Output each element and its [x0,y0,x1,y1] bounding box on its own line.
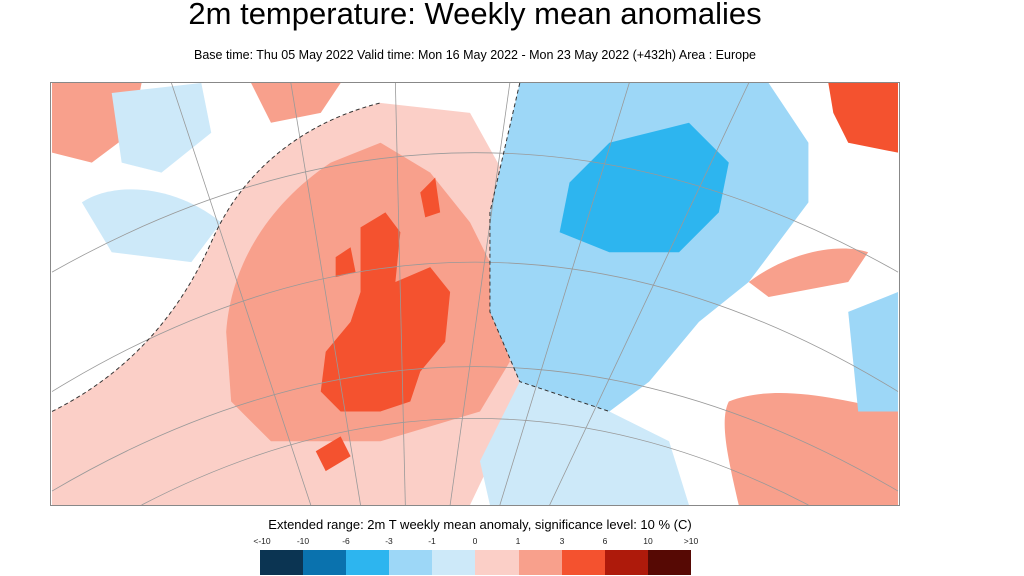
legend-tick: -10 [296,536,310,546]
significance-contours [51,83,610,412]
anomaly-map [50,82,900,506]
legend-tick: >10 [683,536,699,546]
legend-swatch [432,550,476,575]
legend-swatch [561,550,605,575]
legend-swatch [260,550,304,575]
legend-swatch [346,550,390,575]
page-title: 2m temperature: Weekly mean anomalies [188,0,762,31]
anomaly-region-strong-cool [559,122,729,253]
legend-colorbar [260,550,691,575]
legend-tick: -3 [385,536,393,546]
legend-swatch [303,550,347,575]
legend-tick: 10 [643,536,653,546]
legend-swatch [518,550,562,575]
legend-ticks: <-10 -10 -6 -3 -1 0 1 3 6 10 >10 [0,536,1024,548]
legend-tick: <-10 [253,536,271,546]
legend-title: Extended range: 2m T weekly mean anomaly… [268,517,692,532]
legend-swatch [389,550,433,575]
anomaly-region-strong-warm [320,212,451,412]
legend-tick: -1 [428,536,436,546]
legend-swatch [647,550,691,575]
map-subtitle: Base time: Thu 05 May 2022 Valid time: M… [193,48,756,62]
legend-tick: 3 [559,536,565,546]
legend-tick: 6 [602,536,608,546]
legend-tick: -6 [342,536,350,546]
legend-swatch [475,550,519,575]
graticule [51,83,899,505]
legend-swatch [604,550,648,575]
legend-tick: 1 [515,536,521,546]
legend-tick: 0 [472,536,478,546]
